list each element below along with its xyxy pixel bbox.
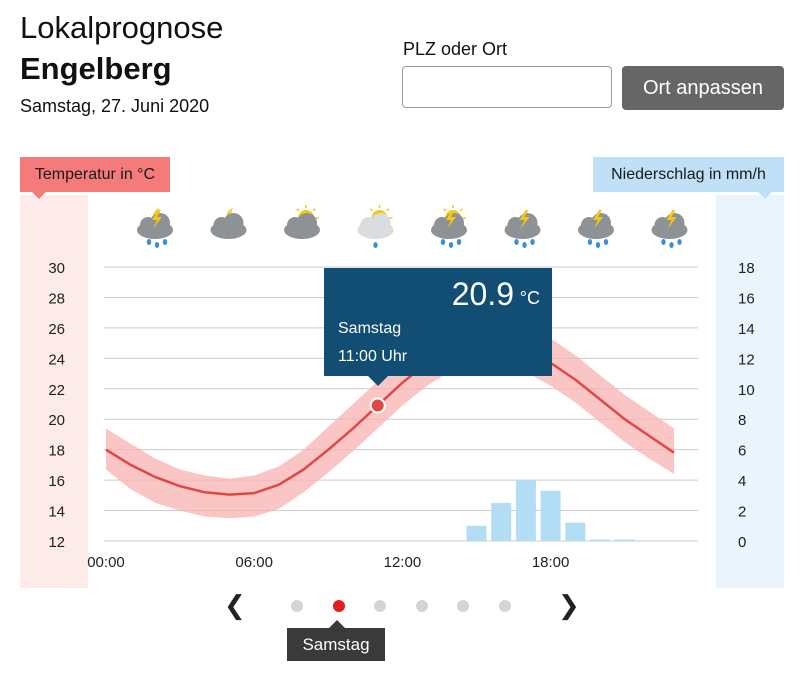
precipitation-bar (590, 539, 610, 541)
pager-dot[interactable] (374, 600, 386, 612)
sun-cloud-rain-icon (357, 205, 394, 248)
page-title: Lokalprognose (20, 10, 224, 45)
temperature-tick-label: 28 (48, 290, 65, 307)
precipitation-tick-label: 18 (738, 260, 755, 277)
search-input[interactable] (402, 66, 612, 108)
chevron-right-icon[interactable]: ❯ (558, 590, 580, 620)
tooltip-day: Samstag (338, 320, 402, 337)
thunderstorm-rain-sun-icon (431, 205, 467, 248)
pager-dot[interactable] (291, 600, 303, 612)
temperature-tick-label: 14 (48, 504, 65, 521)
thunderstorm-rain-icon (578, 210, 614, 248)
temperature-tick-label: 20 (48, 412, 65, 429)
temperature-tick-label: 30 (48, 260, 65, 277)
temperature-tick-label: 12 (48, 534, 65, 551)
tooltip-unit: °C (519, 288, 540, 308)
time-tick-label: 12:00 (384, 554, 422, 571)
time-tick-label: 18:00 (532, 554, 570, 571)
change-location-button[interactable]: Ort anpassen (622, 66, 784, 110)
temperature-axis-title: Temperatur in °C (20, 157, 170, 199)
temperature-tick-label: 26 (48, 321, 65, 338)
temperature-tick-label: 24 (48, 351, 65, 368)
cloudy-moon-icon (210, 206, 247, 239)
pager-dot[interactable] (457, 600, 469, 612)
weather-icons (137, 205, 688, 248)
location-name: Engelberg (20, 51, 172, 86)
tooltip-value: 20.9 (451, 276, 514, 312)
pager-dot[interactable] (332, 600, 345, 612)
precipitation-tick-label: 14 (738, 321, 755, 338)
precipitation-bar (614, 539, 635, 541)
precipitation-tick-labels: 18 16 14 12 10 8 6 4 2 0 (738, 260, 755, 551)
precipitation-tick-label: 16 (738, 290, 755, 307)
precipitation-axis-band (716, 195, 784, 588)
precipitation-tick-label: 6 (738, 443, 746, 460)
search-label: PLZ oder Ort (403, 39, 508, 59)
time-tick-labels: 00:00 06:00 12:00 18:00 (87, 554, 569, 571)
highlight-point (369, 397, 386, 414)
temperature-tick-label: 18 (48, 443, 65, 460)
precipitation-bar (466, 525, 487, 541)
precipitation-tick-label: 2 (738, 504, 746, 521)
temperature-tick-labels: 30 28 26 24 22 20 18 16 14 12 (48, 260, 65, 551)
temperature-line (105, 338, 675, 496)
highlight-marker (369, 397, 386, 414)
cloudy-sun-icon (284, 205, 320, 239)
precipitation-tick-label: 4 (738, 473, 746, 490)
precipitation-tick-label: 12 (738, 351, 755, 368)
chevron-left-icon[interactable]: ❮ (224, 590, 246, 620)
precipitation-bars (466, 480, 635, 541)
time-tick-label: 00:00 (87, 554, 125, 571)
temperature-tick-label: 22 (48, 382, 65, 399)
value-tooltip: 20.9 °C Samstag 11:00 Uhr (324, 268, 552, 386)
temperature-axis-band (20, 195, 88, 588)
temperature-tick-label: 16 (48, 473, 65, 490)
precipitation-tick-label: 0 (738, 534, 746, 551)
precipitation-axis-title: Niederschlag in mm/h (593, 157, 784, 199)
thunderstorm-rain-icon (651, 210, 688, 248)
tooltip-time: 11:00 Uhr (338, 348, 408, 365)
precipitation-bar (540, 490, 561, 541)
forecast-date: Samstag, 27. Juni 2020 (20, 96, 210, 116)
thunderstorm-rain-moon-icon (137, 206, 173, 248)
pager-dot[interactable] (498, 600, 511, 612)
precipitation-bar (491, 502, 512, 541)
precipitation-tick-label: 8 (738, 412, 746, 429)
active-day-label: Samstag (287, 620, 385, 661)
time-tick-label: 06:00 (235, 554, 273, 571)
temperature-series-line (105, 338, 675, 496)
pager-dot[interactable] (415, 600, 428, 612)
precipitation-tick-label: 10 (738, 382, 755, 399)
precipitation-bar (515, 480, 536, 541)
thunderstorm-rain-icon (504, 210, 541, 248)
precipitation-bar (565, 522, 586, 541)
